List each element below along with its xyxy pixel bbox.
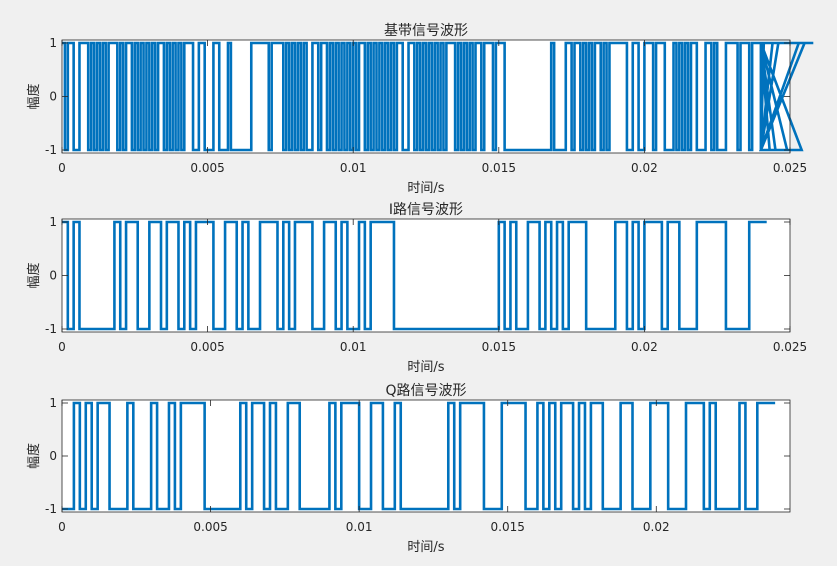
axes-background (62, 400, 790, 512)
x-tick-label: 0 (58, 340, 66, 354)
y-tick-label: 1 (49, 396, 57, 410)
series-line-3-1 (62, 401, 776, 511)
x-tick-label: 0.005 (190, 340, 224, 354)
x-tick-label: 0.015 (482, 161, 516, 175)
chart-title: I路信号波形 (389, 202, 463, 218)
x-tick-label: 0.02 (631, 340, 658, 354)
x-tick-label: 0.01 (346, 520, 373, 534)
y-tick-label: -1 (45, 502, 57, 516)
x-tick-label: 0.02 (631, 161, 658, 175)
y-tick-label: -1 (45, 143, 57, 157)
axes-background (62, 219, 790, 332)
x-tick-label: 0.005 (190, 161, 224, 175)
y-tick-label: 1 (49, 215, 57, 229)
x-tick-label: 0 (58, 520, 66, 534)
x-tick-label: 0.01 (340, 161, 367, 175)
y-tick-label: 0 (49, 90, 57, 104)
series-line-2-1 (62, 220, 767, 331)
x-tick-label: 0.025 (773, 161, 807, 175)
y-tick-label: 1 (49, 36, 57, 50)
x-tick-label: 0 (58, 161, 66, 175)
y-axis-label: 幅度 (26, 83, 42, 109)
y-tick-label: -1 (45, 322, 57, 336)
y-tick-label: 0 (49, 449, 57, 463)
chart-title: 基带信号波形 (384, 22, 468, 39)
x-tick-label: 0.015 (491, 520, 525, 534)
series-line-1-1 (62, 41, 814, 152)
x-tick-label: 0.005 (193, 520, 227, 534)
chart-title: Q路信号波形 (385, 383, 466, 399)
x-tick-label: 0.015 (482, 340, 516, 354)
x-tick-label: 0.025 (773, 340, 807, 354)
y-tick-label: 0 (49, 269, 57, 283)
x-tick-label: 0.02 (643, 520, 670, 534)
y-axis-label: 幅度 (26, 443, 42, 469)
x-axis-label: 时间/s (407, 181, 444, 196)
x-tick-label: 0.01 (340, 340, 367, 354)
x-axis-label: 时间/s (407, 360, 444, 375)
x-axis-label: 时间/s (407, 540, 444, 555)
y-axis-label: 幅度 (26, 262, 42, 288)
